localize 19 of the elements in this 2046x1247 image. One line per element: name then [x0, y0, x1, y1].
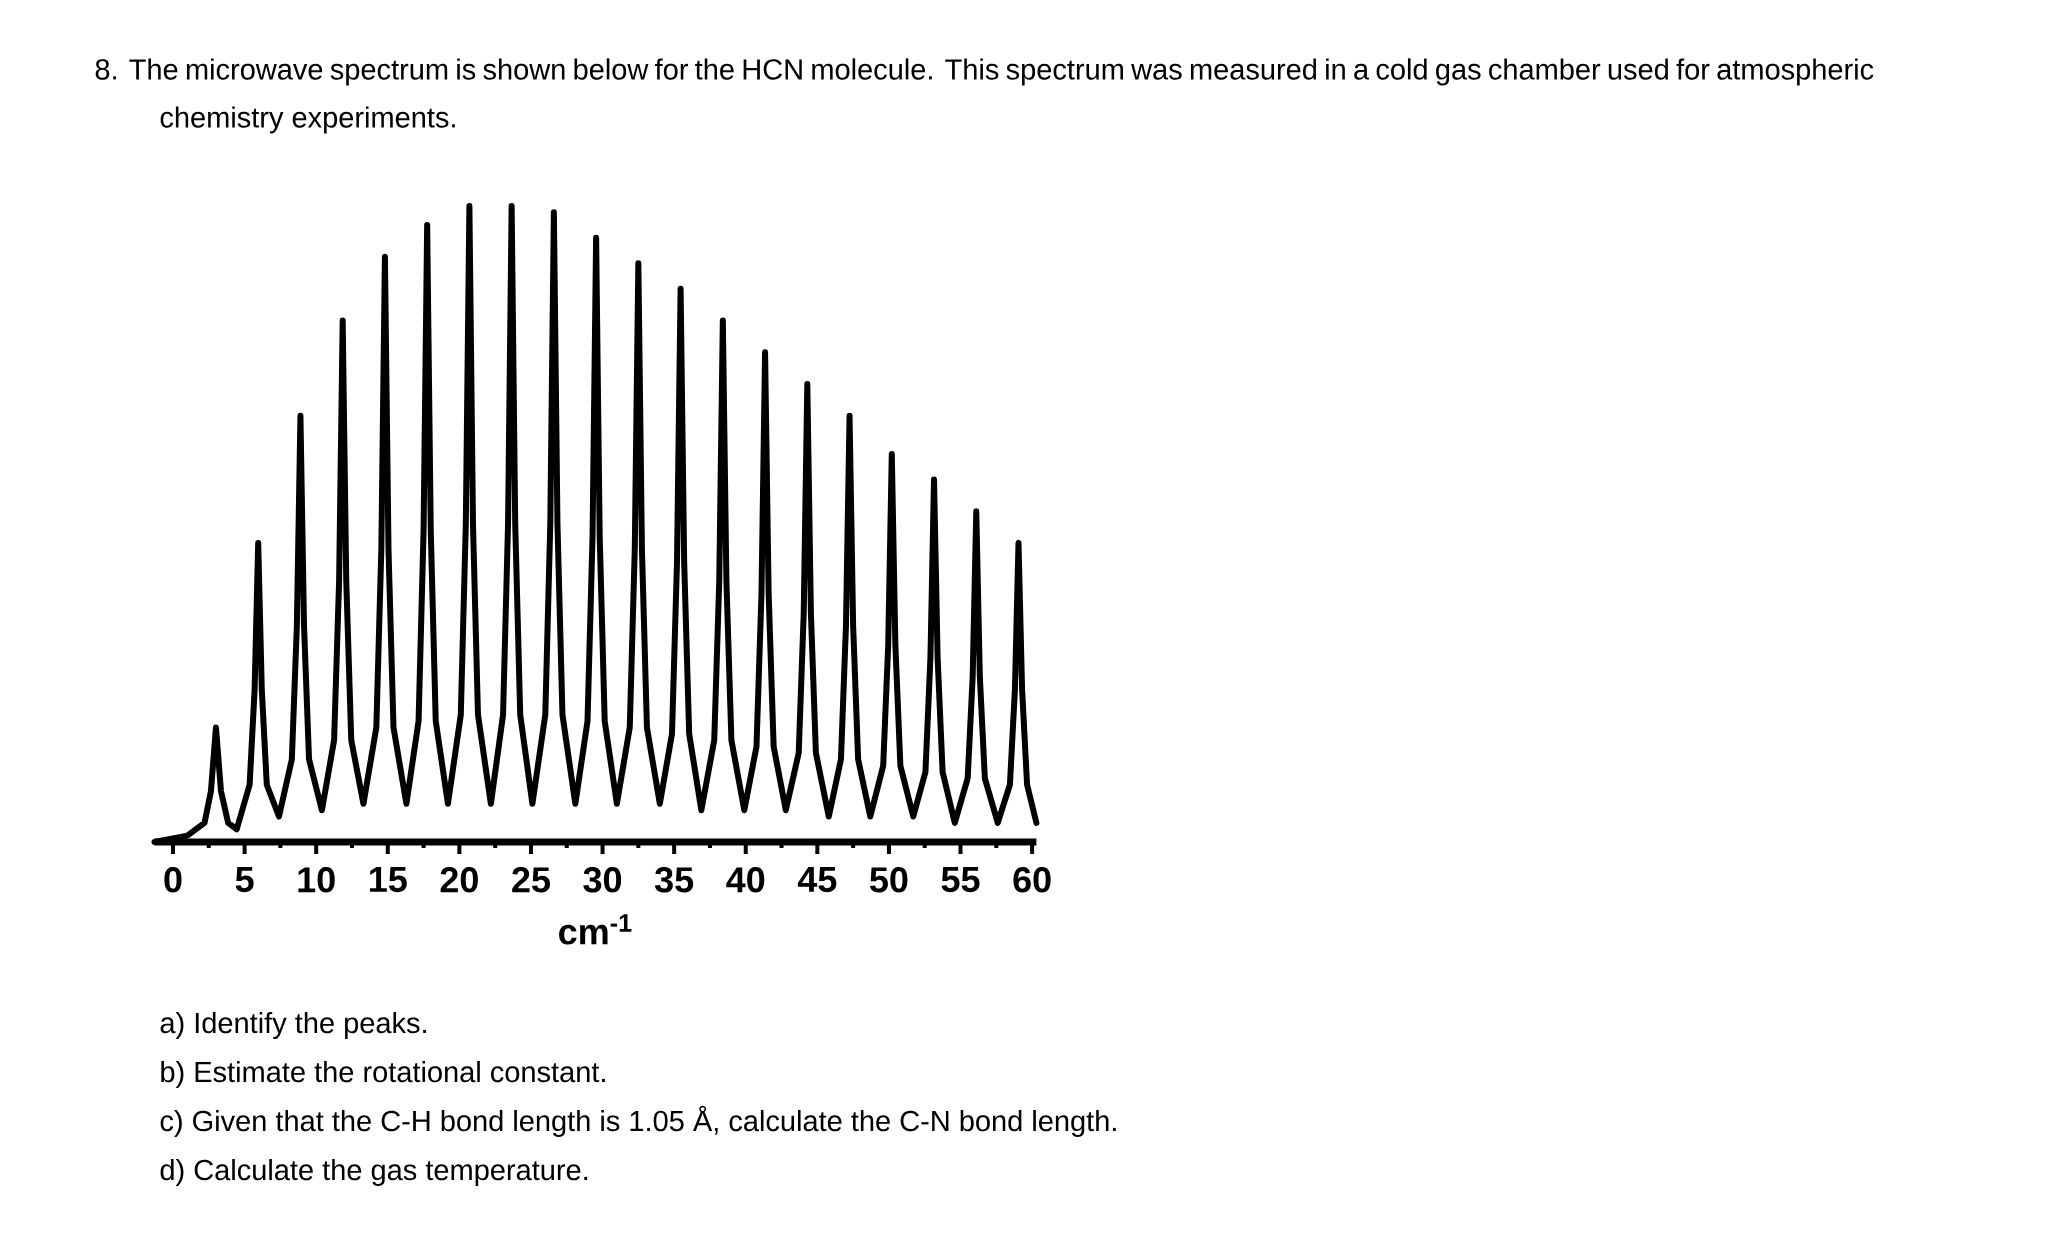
x-tick-label: 50 — [870, 867, 908, 893]
x-axis-title: cm$^{-1}$ — [559, 914, 632, 945]
text: c) Given that the C-H bond length is 1.05 Å, calculate the C-N bond length. — [160, 1105, 1116, 1138]
x-tick-label: 60 — [1013, 867, 1051, 893]
x-tick-label: 5 — [235, 867, 254, 893]
text: a) Identify the peaks. — [160, 1011, 426, 1040]
x-tick-label: 55 — [941, 867, 980, 893]
x-tick-label: 20 — [440, 867, 478, 893]
x-tick-label: 15 — [370, 867, 407, 893]
x-tick-label: 30 — [583, 867, 622, 893]
text: b) Estimate the rotational constant. — [161, 1060, 605, 1089]
x-tick-label: 35 — [654, 867, 694, 893]
x-tick-label: 40 — [726, 867, 765, 893]
x-tick-label: 0 — [164, 867, 182, 893]
x-tick-label: 45 — [797, 867, 837, 893]
text: d) Calculate the gas temperature. — [160, 1158, 588, 1187]
chart-title: 8. The microwave spectrum is shown below for the HCN molecule. This spectrum was measured in a cold gas chamber used for atmospheric chemistry experiments. — [95, 58, 1874, 134]
x-tick-label: 25 — [512, 867, 550, 893]
x-tick-label: 10 — [298, 867, 335, 893]
